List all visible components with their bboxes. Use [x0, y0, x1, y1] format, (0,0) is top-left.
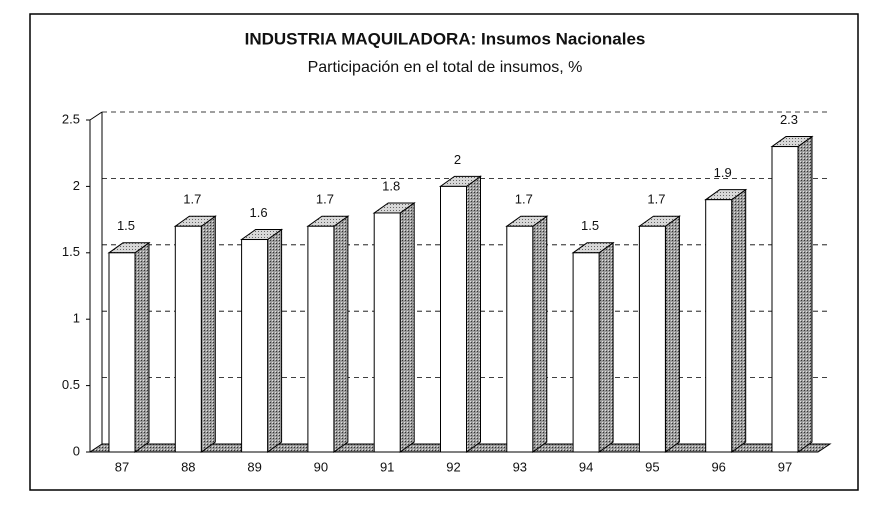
bar-front — [506, 225, 534, 453]
bar-side — [267, 228, 283, 453]
value-label: 1.5 — [117, 218, 135, 233]
value-label: 1.7 — [515, 192, 533, 207]
bar-front — [174, 225, 202, 453]
bar-front — [705, 199, 733, 453]
x-tick-label: 93 — [513, 459, 527, 474]
value-label: 1.7 — [647, 192, 665, 207]
bar-front — [241, 239, 269, 453]
bar-side — [532, 215, 548, 453]
bar-side — [598, 241, 614, 453]
frame — [29, 13, 859, 491]
bar-side — [731, 188, 747, 453]
bar — [505, 215, 549, 453]
bar-side — [466, 175, 481, 453]
chart-title: INDUSTRIA MAQUILADORA: Insumos Nacionale… — [245, 29, 646, 48]
bar — [637, 215, 681, 453]
y-tick-label: 1.5 — [62, 244, 80, 259]
bar-side — [200, 215, 216, 453]
x-tick-label: 96 — [711, 459, 725, 474]
x-tick-label: 95 — [645, 459, 659, 474]
value-label: 2.3 — [780, 112, 798, 127]
bar-front — [440, 185, 467, 453]
value-label: 2 — [454, 152, 461, 167]
bar — [107, 241, 151, 453]
x-tick-label: 89 — [247, 459, 261, 474]
chart-subtitle: Participación en el total de insumos, % — [308, 59, 583, 76]
x-tick-label: 97 — [778, 459, 792, 474]
bar-side — [333, 215, 349, 453]
value-label: 1.9 — [714, 165, 732, 180]
bar-front — [307, 225, 335, 453]
bar-front — [771, 146, 799, 453]
x-tick-label: 94 — [579, 459, 593, 474]
bar — [770, 135, 814, 453]
bar-front — [373, 212, 401, 453]
x-tick-label: 88 — [181, 459, 195, 474]
axis-corner — [89, 111, 103, 121]
y-tick-label: 0.5 — [62, 377, 80, 392]
bar-front — [638, 225, 666, 453]
value-label: 1.5 — [581, 218, 599, 233]
bar — [372, 201, 416, 453]
bar-side — [134, 241, 150, 453]
x-tick-label: 92 — [446, 459, 460, 474]
bar — [571, 241, 615, 453]
y-tick-label: 2 — [73, 178, 80, 193]
bar-front — [572, 252, 600, 453]
value-label: 1.6 — [250, 205, 268, 220]
bar-front — [108, 252, 136, 453]
x-tick-label: 90 — [314, 459, 328, 474]
x-tick-label: 87 — [115, 459, 129, 474]
value-label: 1.7 — [316, 192, 334, 207]
bar — [704, 188, 748, 453]
bar-side — [797, 135, 813, 453]
y-tick-label: 1 — [73, 311, 80, 326]
value-label: 1.7 — [183, 192, 201, 207]
bar-side — [664, 215, 680, 453]
x-tick-label: 91 — [380, 459, 394, 474]
bar-side — [399, 201, 415, 453]
bar — [306, 215, 350, 453]
bar — [173, 215, 217, 453]
value-label: 1.8 — [382, 178, 400, 193]
bar — [438, 175, 483, 453]
y-tick-label: 2.5 — [62, 111, 80, 126]
bar — [240, 228, 284, 453]
y-tick-label: 0 — [73, 443, 80, 458]
